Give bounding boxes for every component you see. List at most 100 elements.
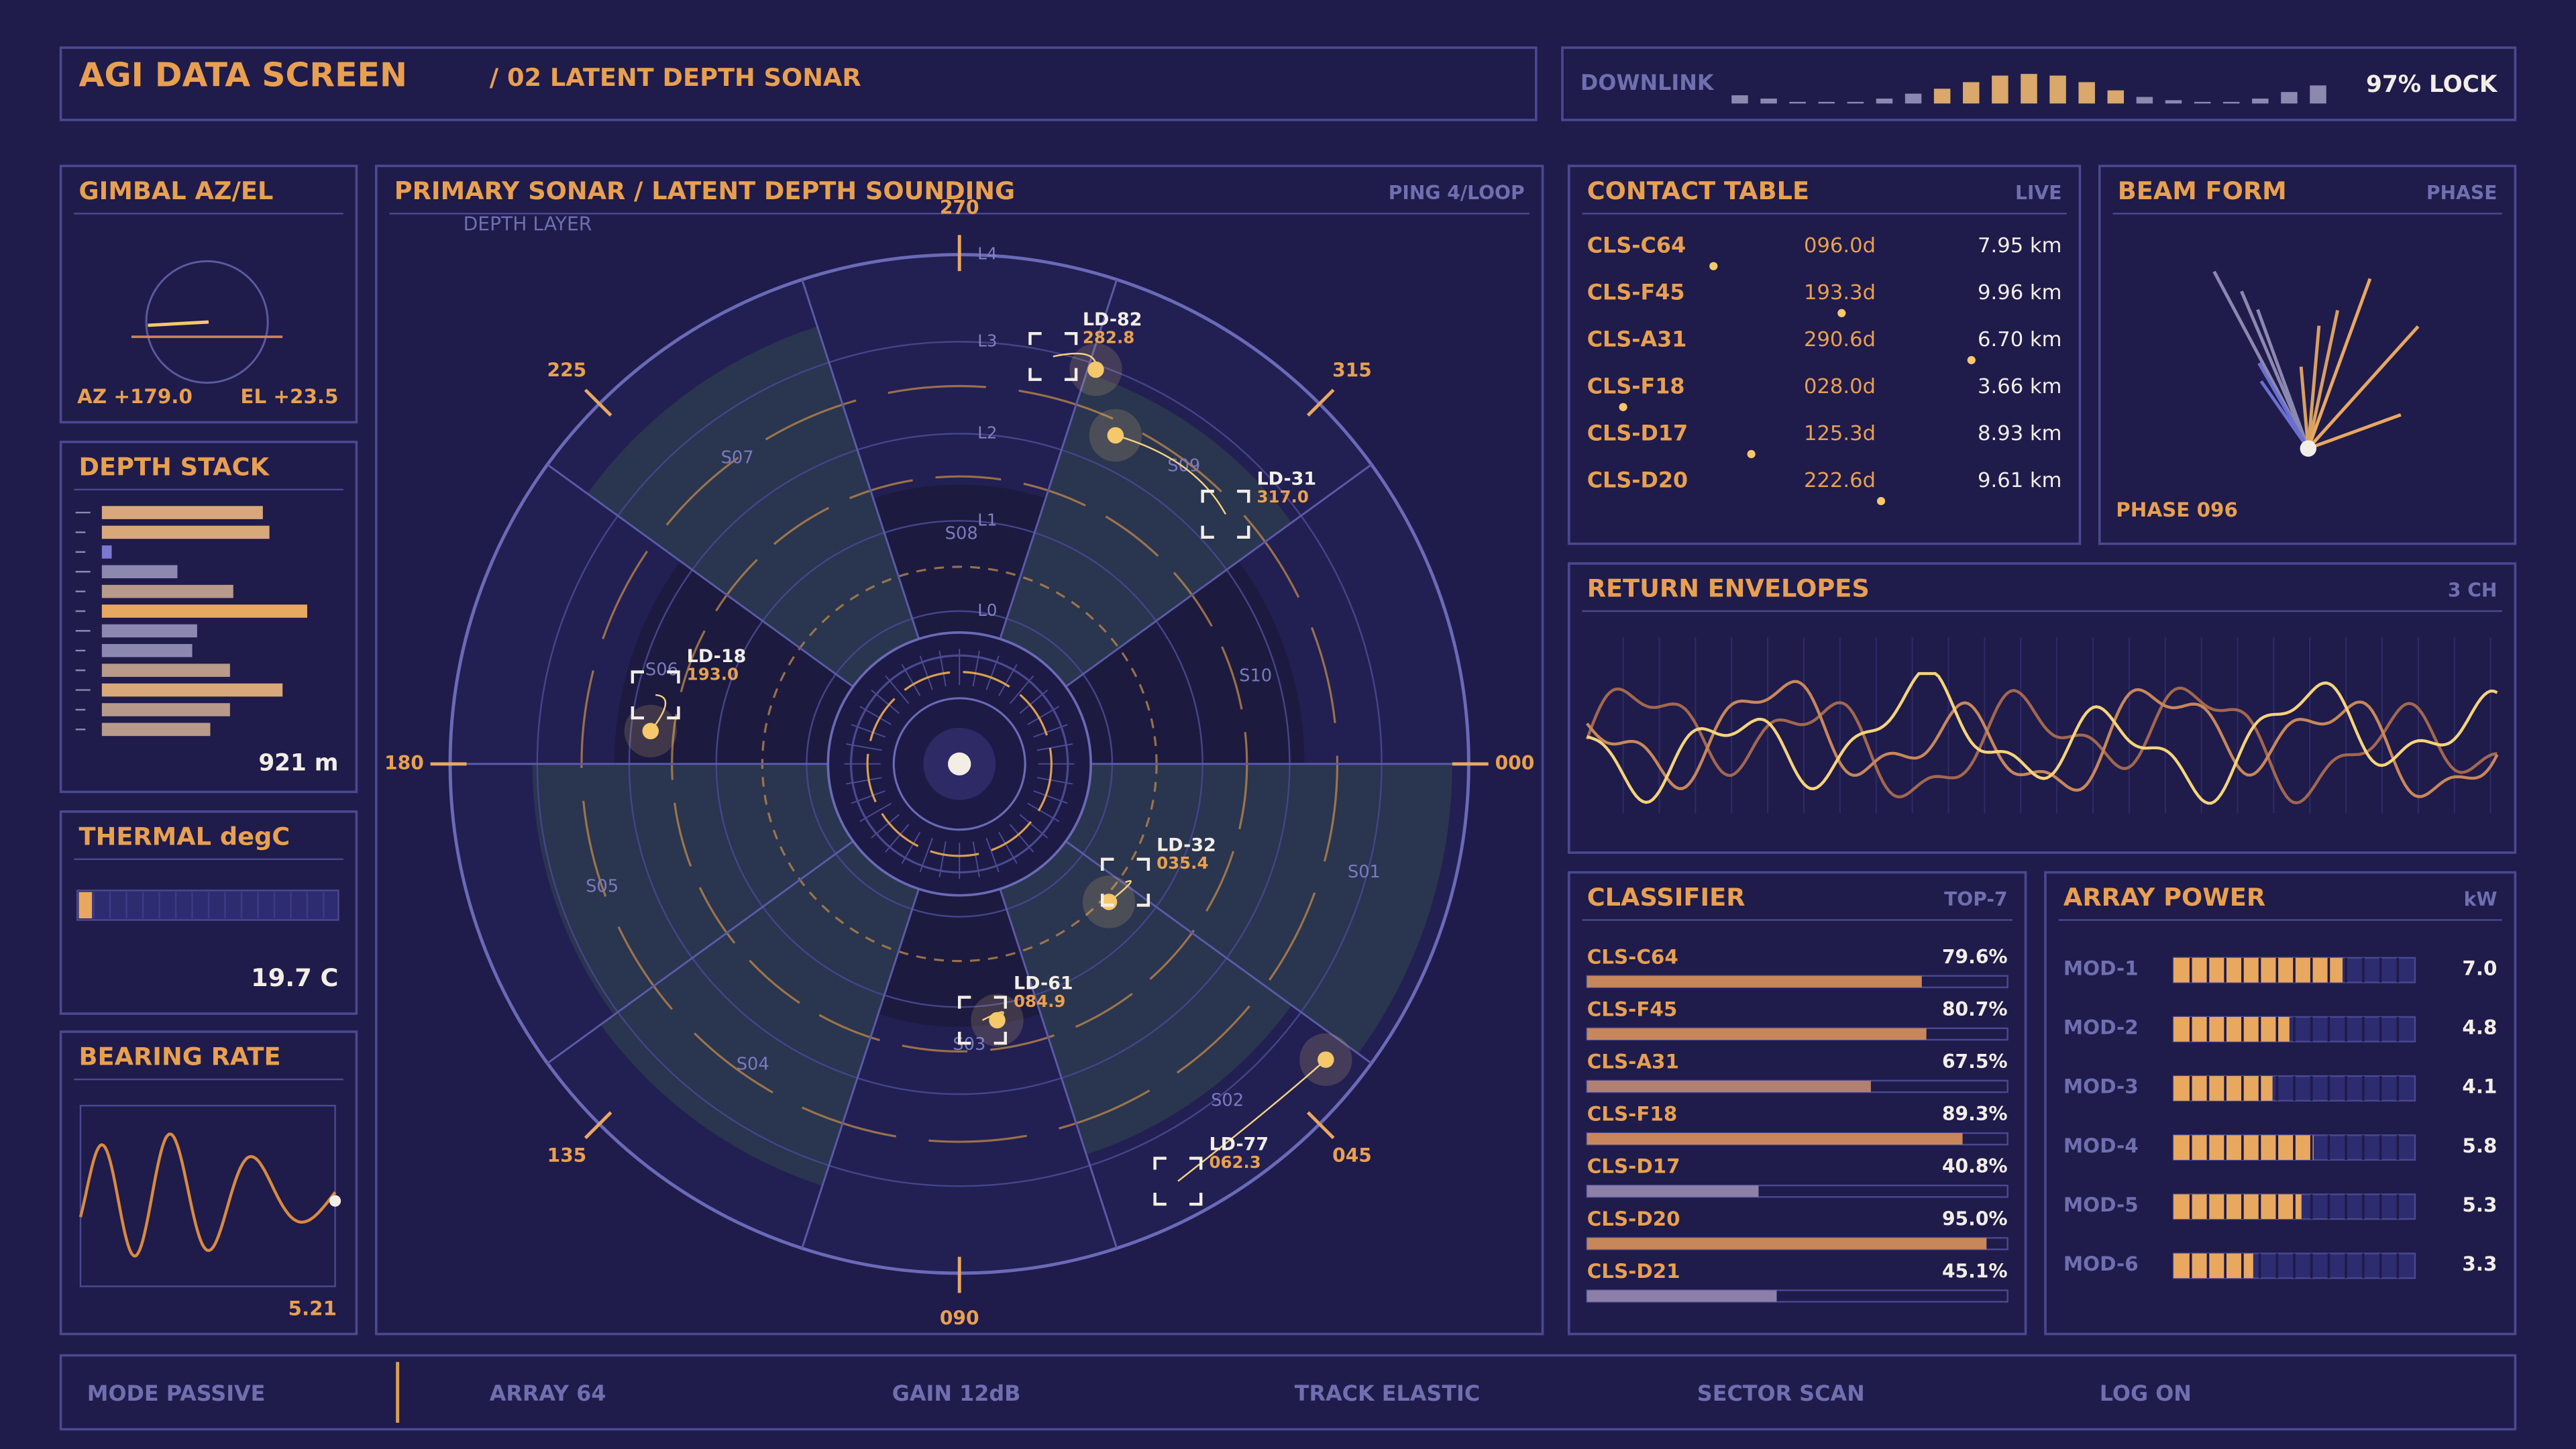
depth-bar bbox=[101, 584, 233, 598]
envelope-trace bbox=[1587, 672, 2498, 805]
contact-id: LD-31 bbox=[1256, 469, 1316, 490]
power-bar bbox=[2174, 1194, 2302, 1220]
contact-bearing: 290.6d bbox=[1804, 328, 1876, 352]
downlink-bar bbox=[2049, 75, 2066, 104]
beam-form-panel bbox=[2098, 164, 2517, 545]
sonar-sector-shade bbox=[614, 561, 853, 764]
thermal-fill bbox=[78, 892, 93, 918]
depth-bar bbox=[101, 722, 211, 737]
header-box bbox=[59, 46, 1538, 121]
sonar-sector-shade bbox=[532, 763, 853, 1016]
contact-bracket bbox=[1064, 368, 1078, 381]
sonar-spoke bbox=[801, 888, 920, 1249]
module-name: MOD-2 bbox=[2063, 1016, 2139, 1039]
classifier-name: CLS-F18 bbox=[1587, 1103, 1678, 1126]
contact-bearing: 125.3d bbox=[1804, 422, 1876, 445]
sonar-sector-shade bbox=[878, 889, 1041, 1027]
depth-bar bbox=[101, 683, 283, 697]
beam-ray bbox=[2306, 325, 2420, 450]
downlink-bar bbox=[2310, 85, 2326, 104]
sonar-sector-shade bbox=[1065, 561, 1305, 764]
contact-range: 9.61 km bbox=[1978, 469, 2061, 492]
downlink-bar bbox=[1963, 82, 1980, 104]
contact-position-dot bbox=[1709, 262, 1718, 270]
panel-status: TOP-7 bbox=[1944, 888, 2008, 910]
beam-ray bbox=[2306, 278, 2372, 449]
layer-label: L1 bbox=[977, 510, 997, 529]
classifier-name: CLS-F45 bbox=[1587, 998, 1678, 1020]
contact-name: CLS-D20 bbox=[1587, 468, 1688, 493]
classifier-score: 79.6% bbox=[1942, 946, 2008, 968]
contact-range: 7.95 km bbox=[1978, 234, 2061, 258]
classifier-score: 80.7% bbox=[1942, 998, 2008, 1020]
contact-value: 282.8 bbox=[1083, 327, 1134, 347]
layer-label: L4 bbox=[977, 244, 997, 264]
sonar-spoke bbox=[547, 464, 854, 688]
downlink-bar bbox=[2281, 92, 2298, 104]
module-power: 7.0 bbox=[2462, 957, 2497, 979]
layer-label: L0 bbox=[977, 600, 997, 620]
bearing-label: 000 bbox=[1495, 752, 1535, 774]
module-power: 5.8 bbox=[2462, 1134, 2497, 1157]
sonar-origin bbox=[948, 752, 971, 775]
bearing-tick bbox=[1306, 1111, 1335, 1140]
contact-value: 084.9 bbox=[1014, 991, 1065, 1011]
footer-item: SECTOR SCAN bbox=[1697, 1381, 1865, 1406]
contact-value: 193.0 bbox=[687, 665, 739, 684]
sonar-sector-shade bbox=[1000, 841, 1292, 1155]
contact-bracket bbox=[1028, 331, 1042, 345]
contact-bracket bbox=[1136, 894, 1150, 907]
thermal-panel bbox=[59, 810, 358, 1015]
contact-position-dot bbox=[1837, 309, 1846, 317]
contact-position-dot bbox=[1747, 449, 1756, 459]
downlink-box bbox=[1561, 46, 2517, 121]
panel-status: kW bbox=[2464, 888, 2498, 910]
panel-title: THERMAL degC bbox=[79, 822, 290, 851]
classifier-panel bbox=[1567, 871, 2027, 1336]
classifier-bar bbox=[1587, 1028, 1927, 1040]
sonar-core-ring bbox=[849, 654, 1069, 873]
sonar-sector-shade bbox=[600, 841, 919, 1186]
module-power: 3.3 bbox=[2462, 1252, 2497, 1275]
module-name: MOD-6 bbox=[2063, 1252, 2139, 1275]
panel-title: PRIMARY SONAR / LATENT DEPTH SOUNDING bbox=[394, 176, 1015, 205]
bearing-cursor bbox=[329, 1195, 341, 1207]
layer-label: L2 bbox=[977, 423, 997, 443]
sonar-core-ring bbox=[866, 671, 1053, 857]
downlink-status: 97% LOCK bbox=[2366, 71, 2498, 98]
contact-bracket bbox=[631, 670, 644, 684]
downlink-label: DOWNLINK bbox=[1580, 70, 1715, 95]
classifier-bar bbox=[1587, 1080, 1871, 1093]
downlink-bar bbox=[2021, 74, 2037, 104]
contact-bracket bbox=[1201, 490, 1214, 503]
contact-name: CLS-D17 bbox=[1587, 421, 1688, 446]
classifier-name: CLS-D17 bbox=[1587, 1155, 1680, 1178]
depth-bar bbox=[101, 703, 230, 716]
contact-position-dot bbox=[1876, 496, 1886, 506]
bearing-tick bbox=[584, 1111, 612, 1140]
array-power-panel bbox=[2044, 871, 2517, 1336]
sector-label: S07 bbox=[721, 448, 754, 468]
bearing-label: 225 bbox=[547, 359, 587, 381]
screen-subtitle: / 02 LATENT DEPTH SONAR bbox=[490, 63, 861, 92]
beam-ray bbox=[2299, 366, 2310, 449]
downlink-bar bbox=[1789, 101, 1806, 104]
contact-id: LD-18 bbox=[687, 646, 747, 667]
contact-bracket bbox=[1237, 490, 1250, 503]
bearing-label: 270 bbox=[940, 197, 979, 219]
downlink-bar bbox=[2165, 100, 2182, 104]
sector-label: S10 bbox=[1239, 666, 1272, 686]
bearing-label: 090 bbox=[940, 1307, 979, 1330]
panel-title: GIMBAL AZ/EL bbox=[79, 176, 274, 205]
contact-bracket bbox=[994, 1031, 1007, 1045]
sonar-spoke bbox=[547, 840, 854, 1065]
contact-dot bbox=[642, 722, 659, 740]
contact-value: 317.0 bbox=[1256, 487, 1308, 506]
contact-table-panel bbox=[1567, 164, 2082, 545]
contact-name: CLS-F18 bbox=[1587, 373, 1685, 398]
sonar-sector-shade bbox=[1065, 763, 1452, 1054]
screen-title: AGI DATA SCREEN bbox=[79, 56, 407, 95]
contact-id: LD-77 bbox=[1209, 1134, 1269, 1155]
contact-range: 9.96 km bbox=[1978, 281, 2061, 305]
